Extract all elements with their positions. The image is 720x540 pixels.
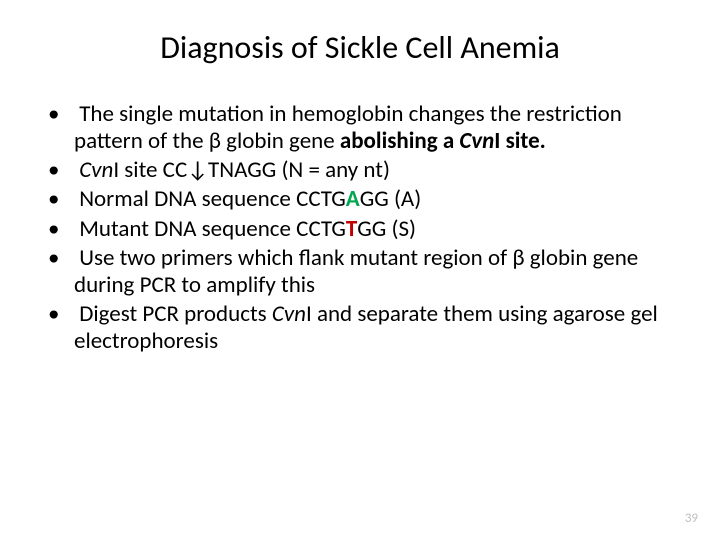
bullet-text: GG (A)	[360, 185, 421, 213]
bullet-list: The single mutation in hemoglobin change…	[38, 101, 682, 355]
bullet-text: Normal DNA sequence CCTG	[79, 185, 346, 213]
bullet-text: Digest PCR products	[79, 300, 272, 328]
list-item: Use two primers which flank mutant regio…	[48, 245, 672, 299]
list-item: Digest PCR products CvnI and separate th…	[48, 301, 672, 355]
list-item: Mutant DNA sequence CCTGTGG (S)	[48, 216, 672, 243]
highlight-green: A	[346, 185, 360, 213]
list-item: Normal DNA sequence CCTGAGG (A)	[48, 186, 672, 213]
slide-title: Diagnosis of Sickle Cell Anemia	[38, 28, 682, 67]
italic-segment: Cvn	[272, 300, 306, 328]
bold-segment: I site.	[494, 127, 546, 155]
italic-segment: Cvn	[459, 127, 494, 155]
highlight-red: T	[346, 215, 357, 243]
bullet-text: I site CC↓TNAGG (N = any nt)	[113, 156, 390, 184]
bullet-text: Mutant DNA sequence CCTG	[79, 215, 346, 243]
list-item: The single mutation in hemoglobin change…	[48, 101, 672, 155]
italic-segment: Cvn	[79, 156, 113, 184]
bullet-bold: abolishing a CvnI site.	[340, 127, 546, 155]
list-item: CvnI site CC↓TNAGG (N = any nt)	[48, 157, 672, 184]
bullet-text: Use two primers which flank mutant regio…	[74, 244, 638, 299]
page-number: 39	[685, 511, 698, 526]
slide: Diagnosis of Sickle Cell Anemia The sing…	[0, 0, 720, 540]
bold-segment: abolishing a	[340, 127, 460, 155]
bullet-text: GG (S)	[357, 215, 416, 243]
